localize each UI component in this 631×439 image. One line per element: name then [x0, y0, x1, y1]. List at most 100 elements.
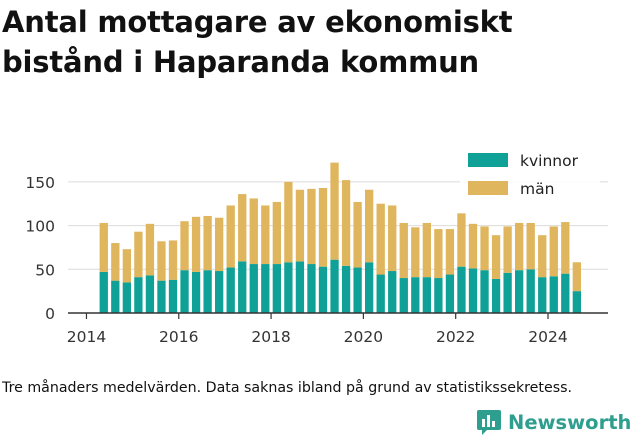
- bar-män: [434, 229, 443, 279]
- bar-kvinnor: [330, 259, 339, 313]
- bar-män: [203, 215, 212, 271]
- bar-kvinnor: [515, 270, 524, 313]
- legend-label-kvinnor: kvinnor: [520, 152, 579, 170]
- bar-kvinnor: [549, 276, 558, 313]
- bar-män: [145, 223, 155, 276]
- bar-kvinnor: [376, 274, 385, 313]
- y-tick-label: 0: [45, 305, 55, 323]
- bar-kvinnor: [249, 264, 258, 313]
- bar-män: [480, 226, 489, 271]
- bar-män: [295, 189, 305, 262]
- x-tick-label: 2014: [67, 328, 106, 346]
- bar-män: [226, 205, 235, 268]
- bar-män: [157, 241, 166, 281]
- bar-män: [561, 222, 570, 274]
- bar-kvinnor: [134, 277, 143, 313]
- bar-män: [388, 205, 397, 272]
- bar-män: [353, 201, 362, 268]
- bar-män: [572, 262, 581, 292]
- bar-kvinnor: [503, 272, 512, 313]
- x-tick-label: 2016: [159, 328, 198, 346]
- bar-kvinnor: [561, 273, 570, 313]
- bar-kvinnor: [307, 264, 316, 313]
- bar-kvinnor: [215, 271, 224, 313]
- bar-män: [122, 249, 131, 283]
- legend-label-män: män: [520, 180, 554, 198]
- bar-kvinnor: [457, 266, 466, 313]
- bar-kvinnor: [480, 270, 489, 313]
- bar-kvinnor: [157, 280, 166, 313]
- bar-män: [538, 235, 547, 278]
- bar-kvinnor: [491, 278, 501, 313]
- bar-män: [365, 189, 374, 263]
- legend-swatch-kvinnor: [468, 153, 508, 167]
- bar-män: [134, 231, 143, 278]
- x-tick-label: 2024: [528, 328, 567, 346]
- bar-män: [411, 227, 420, 278]
- bar-män: [515, 222, 524, 271]
- bar-kvinnor: [318, 266, 328, 313]
- bar-kvinnor: [572, 291, 581, 313]
- chart-title: Antal mottagare av ekonomiskt bistånd i …: [2, 5, 513, 79]
- legend: kvinnor män: [460, 147, 600, 207]
- bar-män: [249, 198, 258, 265]
- bar-män: [549, 226, 558, 277]
- bar-män: [307, 188, 316, 265]
- bar-män: [215, 217, 224, 272]
- bar-män: [318, 187, 328, 267]
- bar-män: [422, 222, 431, 278]
- y-tick-label: 100: [25, 218, 55, 236]
- bar-män: [180, 221, 189, 271]
- bar-kvinnor: [180, 270, 189, 313]
- bar-män: [457, 213, 466, 267]
- bar-kvinnor: [526, 269, 535, 313]
- y-tick-label: 150: [25, 174, 55, 192]
- bar-män: [399, 222, 408, 279]
- bar-män: [99, 222, 108, 272]
- bar-kvinnor: [468, 268, 478, 313]
- bar-kvinnor: [145, 275, 155, 313]
- bar-män: [168, 240, 178, 280]
- newsworthy-logo-icon: [477, 410, 501, 435]
- chart-caption: Tre månaders medelvärden. Data saknas ib…: [2, 380, 572, 396]
- y-tick-label: 50: [35, 261, 55, 279]
- bar-kvinnor: [295, 261, 305, 313]
- bar-män: [445, 229, 455, 275]
- bar-män: [526, 222, 535, 270]
- bar-kvinnor: [261, 264, 270, 313]
- bar-män: [272, 201, 281, 265]
- bar-kvinnor: [434, 278, 443, 313]
- newsworthy-brand[interactable]: Newsworthy: [476, 407, 631, 437]
- bar-kvinnor: [341, 265, 351, 313]
- bar-kvinnor: [399, 278, 408, 313]
- x-tick-label: 2020: [344, 328, 383, 346]
- bar-kvinnor: [538, 277, 547, 313]
- bar-män: [330, 162, 339, 260]
- bar-kvinnor: [238, 261, 247, 313]
- bar-män: [111, 243, 120, 281]
- bar-kvinnor: [168, 279, 178, 313]
- x-axis: 2014 2016 2018 2020 2022 2024: [67, 312, 608, 346]
- bar-kvinnor: [388, 271, 397, 313]
- bar-män: [284, 181, 293, 263]
- bar-män: [341, 180, 351, 266]
- bar-kvinnor: [111, 280, 120, 313]
- bars: [99, 162, 581, 313]
- bar-kvinnor: [226, 267, 235, 313]
- bar-män: [491, 235, 501, 279]
- bar-män: [191, 216, 201, 272]
- bar-kvinnor: [99, 271, 108, 313]
- brand-name: Newsworthy: [508, 410, 631, 434]
- bar-kvinnor: [203, 270, 212, 313]
- bar-kvinnor: [122, 282, 131, 313]
- bar-män: [376, 203, 385, 275]
- bar-kvinnor: [191, 271, 201, 313]
- bar-kvinnor: [284, 262, 293, 313]
- x-tick-label: 2022: [436, 328, 475, 346]
- bar-kvinnor: [411, 277, 420, 313]
- bar-män: [468, 223, 478, 269]
- bar-kvinnor: [272, 264, 281, 313]
- bar-män: [238, 194, 247, 262]
- bar-män: [503, 226, 512, 273]
- bar-kvinnor: [445, 274, 455, 313]
